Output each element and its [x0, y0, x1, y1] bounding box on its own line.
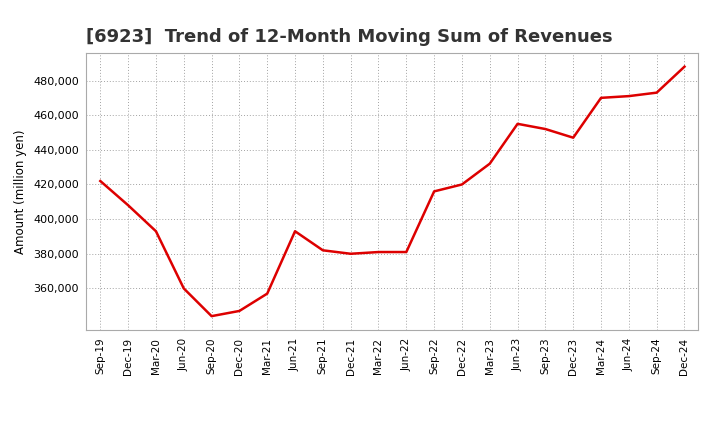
Y-axis label: Amount (million yen): Amount (million yen) — [14, 129, 27, 253]
Text: [6923]  Trend of 12-Month Moving Sum of Revenues: [6923] Trend of 12-Month Moving Sum of R… — [86, 28, 613, 46]
